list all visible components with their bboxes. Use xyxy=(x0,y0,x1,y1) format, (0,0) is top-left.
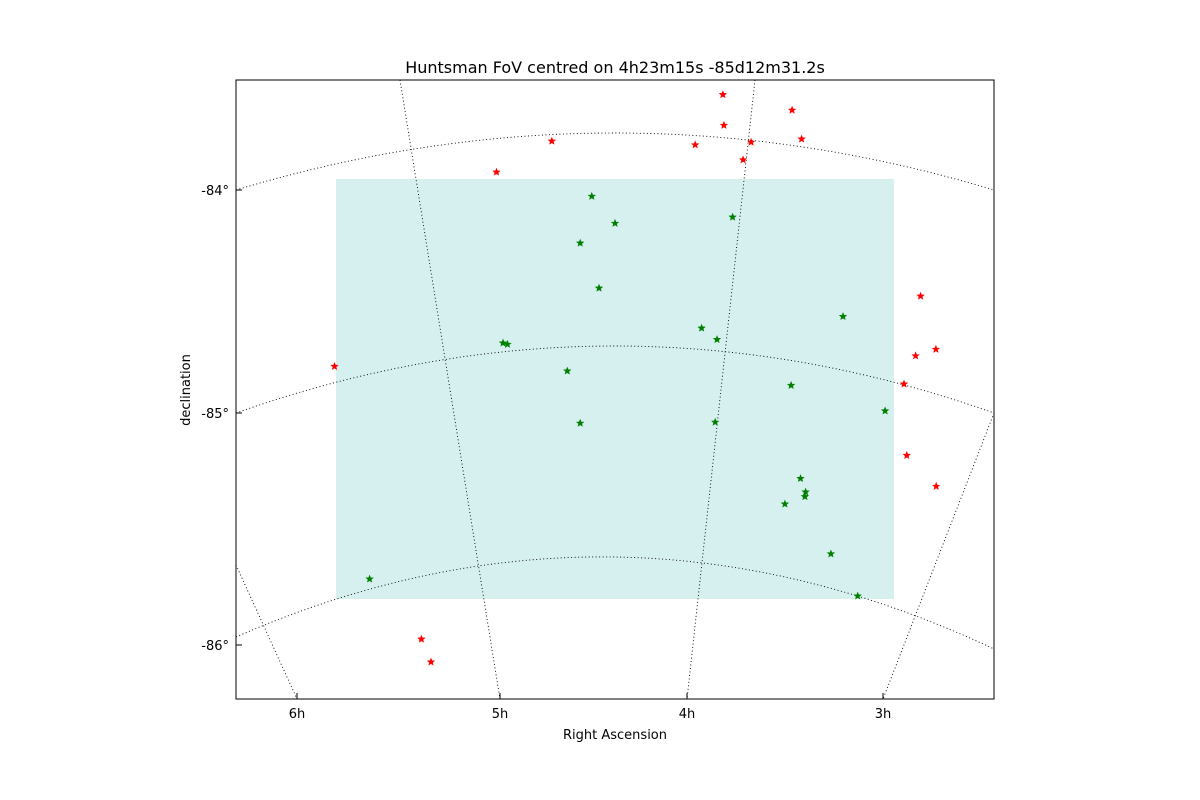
y-ticks: -84° -85° -86° xyxy=(201,184,242,654)
y-axis-label: declination xyxy=(179,354,194,426)
star-point-outside-fov xyxy=(787,105,797,114)
y-tick-label: -84° xyxy=(201,184,229,199)
star-point-outside-fov xyxy=(718,90,728,99)
star-point-outside-fov xyxy=(911,351,920,360)
star-point-inside-fov xyxy=(594,283,604,292)
star-point-inside-fov xyxy=(711,417,720,426)
star-point-inside-fov xyxy=(498,338,508,347)
star-point-outside-fov xyxy=(932,481,941,490)
star-point-inside-fov xyxy=(826,549,836,558)
y-tick-label: -85° xyxy=(201,407,229,422)
ra-gridline-6h xyxy=(236,564,298,699)
star-point-outside-fov xyxy=(797,134,806,143)
star-point-inside-fov xyxy=(610,218,620,227)
y-tick-label: -86° xyxy=(201,639,229,654)
star-point-inside-fov xyxy=(801,487,810,496)
star-point-outside-fov xyxy=(330,362,339,370)
star-point-outside-fov xyxy=(417,634,426,643)
star-point-outside-fov xyxy=(426,657,436,666)
star-point-inside-fov xyxy=(800,492,810,501)
star-point-outside-fov xyxy=(547,136,556,145)
star-point-inside-fov xyxy=(563,366,572,375)
star-point-inside-fov xyxy=(576,238,585,247)
x-ticks: 6h 5h 4h 3h xyxy=(289,693,892,722)
star-point-outside-fov xyxy=(492,167,501,176)
star-point-inside-fov xyxy=(587,191,596,200)
star-point-outside-fov xyxy=(738,155,748,164)
star-point-outside-fov xyxy=(931,344,941,353)
star-point-inside-fov xyxy=(838,312,848,321)
star-point-inside-fov xyxy=(780,499,790,508)
x-axis-label: Right Ascension xyxy=(563,728,667,743)
star-point-outside-fov xyxy=(746,137,756,146)
x-tick-label: 4h xyxy=(679,707,696,722)
dec-gridline-86 xyxy=(236,556,994,650)
star-point-inside-fov xyxy=(365,574,374,583)
star-point-inside-fov xyxy=(697,323,706,332)
star-point-outside-fov xyxy=(719,120,729,129)
ra-gridline-3h xyxy=(882,412,994,699)
star-point-outside-fov xyxy=(902,451,911,459)
star-point-inside-fov xyxy=(796,474,805,483)
chart-title: Huntsman FoV centred on 4h23m15s -85d12m… xyxy=(405,58,825,77)
fov-rectangle xyxy=(336,179,894,599)
star-point-inside-fov xyxy=(503,339,512,348)
star-point-outside-fov xyxy=(916,291,925,300)
plot-frame xyxy=(235,79,995,700)
x-tick-label: 3h xyxy=(875,707,892,722)
stars-layer xyxy=(330,90,941,666)
star-point-inside-fov xyxy=(786,381,796,389)
star-point-inside-fov xyxy=(880,406,890,415)
star-point-outside-fov xyxy=(691,140,700,149)
x-tick-label: 5h xyxy=(492,707,509,722)
star-point-inside-fov xyxy=(712,335,722,344)
star-point-inside-fov xyxy=(728,212,737,221)
x-tick-label: 6h xyxy=(289,707,306,722)
star-point-outside-fov xyxy=(899,379,909,388)
ra-gridline-4h xyxy=(686,80,756,699)
star-point-inside-fov xyxy=(576,418,585,427)
star-point-inside-fov xyxy=(853,591,862,600)
